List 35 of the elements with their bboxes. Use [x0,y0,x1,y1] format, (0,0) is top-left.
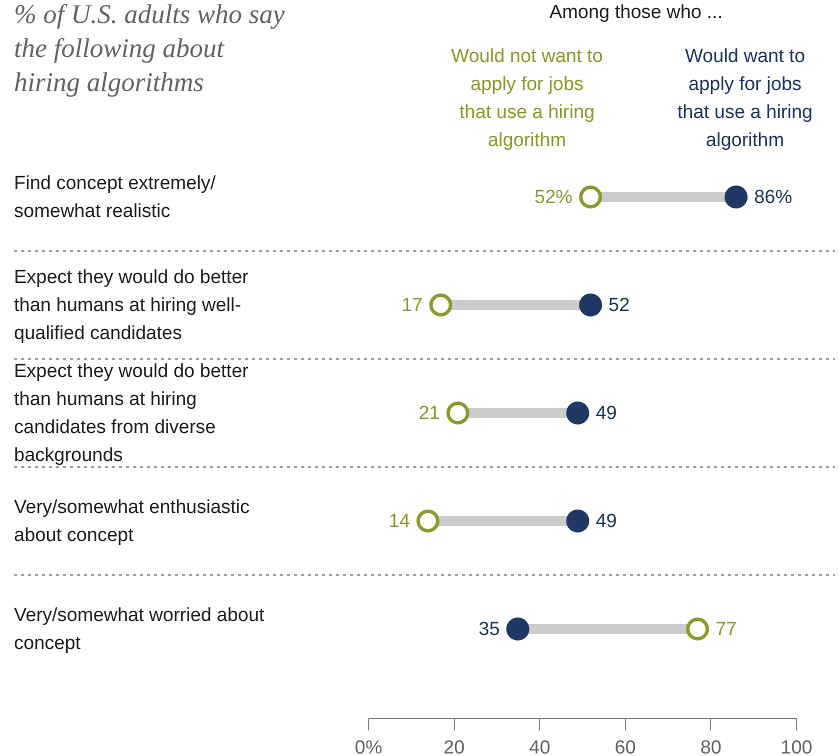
point [416,510,440,532]
data-label: 52% [534,187,573,208]
point [566,402,590,424]
y-tick-label: Very/somewhat enthusiastic about concept [14,497,250,546]
data-label: 14 [388,511,410,532]
point [686,618,710,640]
data-label: 17 [402,295,423,316]
x-tick-label: 20 [444,738,465,756]
point [506,618,530,640]
y-tick-label: Find concept extremely/ somewhat realistic [14,173,216,222]
data-label: 49 [596,403,617,424]
text: % of U.S. adults who say the following about hiring algorithms [14,0,285,97]
text: Would want to apply for jobs that use a hiring algorithm [677,46,813,151]
point [579,186,602,208]
x-tick-label: 100 [780,738,812,756]
x-tick-label: 60 [614,738,636,756]
data-label: 86% [754,187,792,208]
series-label: Would not want to apply for jobs that use a hiring algorithm [451,46,603,151]
data-label: 35 [478,619,500,640]
data-label: 52 [608,295,630,316]
point [724,186,748,208]
point [429,294,452,316]
y-tick-label: Expect they would do better than humans at hiring well-qualified candidates [14,267,250,344]
x-tick-label: 0% [354,738,382,756]
data-label: 77 [716,619,737,640]
point [579,294,602,316]
x-tick-label: 80 [700,738,722,756]
y-tick-label: Expect they would do better than humans at hiring candidates from diverse backgrounds [14,361,250,466]
y-tick-label: Very/somewhat worried about concept [14,605,266,654]
data-label: 49 [596,511,617,532]
legend-title: Among those who ... [549,2,723,23]
data-label: 21 [418,403,440,424]
point [566,510,590,532]
point [446,402,470,424]
x-tick-label: 40 [529,738,550,756]
